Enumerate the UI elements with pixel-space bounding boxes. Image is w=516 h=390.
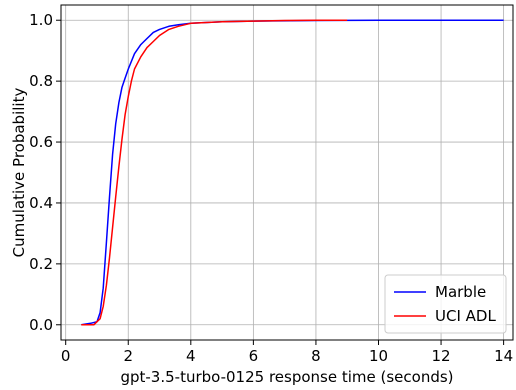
x-axis-label: gpt-3.5-turbo-0125 response time (second…	[120, 368, 453, 386]
y-tick-label: 0.0	[29, 316, 53, 334]
x-tick-label: 2	[123, 347, 133, 365]
y-tick-label: 0.8	[29, 72, 53, 90]
legend-label-uci-adl: UCI ADL	[435, 307, 496, 325]
y-tick-label: 0.6	[29, 133, 53, 151]
x-tick-label: 0	[61, 347, 71, 365]
y-tick-label: 0.2	[29, 255, 53, 273]
x-tick-label: 14	[494, 347, 513, 365]
y-axis-label: Cumulative Probability	[10, 88, 28, 258]
series-lines	[81, 19, 504, 326]
x-tick-label: 10	[369, 347, 388, 365]
x-tick-label: 6	[249, 347, 259, 365]
y-tick-label: 1.0	[29, 11, 53, 29]
y-tick-label: 0.4	[29, 194, 53, 212]
series-line-uci-adl	[81, 19, 348, 326]
x-tick-label: 4	[186, 347, 196, 365]
axis-ticks: 0 2 4 6 8 10 12 14 0.0 0.2 0.4 0.6 0.8 1.0	[29, 11, 513, 365]
plot-frame	[60, 4, 514, 341]
x-tick-label: 12	[432, 347, 451, 365]
legend-label-marble: Marble	[435, 283, 486, 301]
x-tick-label: 8	[311, 347, 321, 365]
legend-box	[384, 274, 507, 334]
legend: Marble UCI ADL	[384, 274, 507, 334]
